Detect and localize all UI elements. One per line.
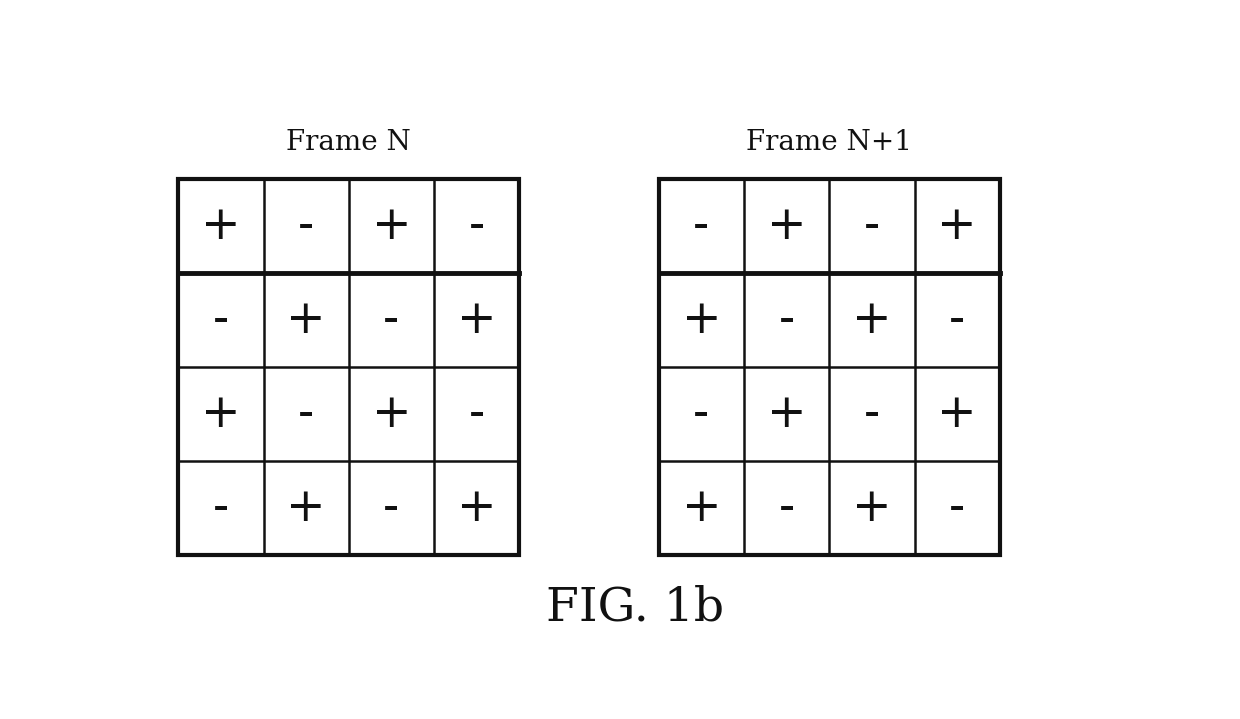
Text: +: +	[372, 392, 412, 437]
Bar	[179, 180, 520, 555]
Text: -: -	[779, 485, 795, 531]
Bar	[179, 180, 520, 555]
Text: -: -	[469, 392, 485, 437]
Text: +: +	[201, 203, 241, 249]
Text: -: -	[298, 203, 314, 249]
Text: -: -	[779, 298, 795, 343]
Text: +: +	[201, 392, 241, 437]
Text: Frame N+1: Frame N+1	[746, 129, 913, 156]
Text: -: -	[213, 298, 229, 343]
Text: +: +	[286, 485, 326, 531]
Text: +: +	[937, 392, 977, 437]
Text: +: +	[852, 485, 892, 531]
Bar	[658, 180, 999, 555]
Text: +: +	[766, 392, 806, 437]
Text: +: +	[286, 298, 326, 343]
Text: FIG. 1b: FIG. 1b	[547, 585, 724, 630]
Text: +: +	[852, 298, 892, 343]
Text: -: -	[693, 392, 709, 437]
Text: -: -	[383, 298, 399, 343]
Text: +: +	[456, 485, 496, 531]
Text: -: -	[383, 485, 399, 531]
Text: -: -	[864, 392, 880, 437]
Text: -: -	[949, 298, 965, 343]
Text: -: -	[469, 203, 485, 249]
Text: +: +	[766, 203, 806, 249]
Text: +: +	[372, 203, 412, 249]
Text: -: -	[298, 392, 314, 437]
Text: -: -	[949, 485, 965, 531]
Text: +: +	[682, 485, 722, 531]
Text: -: -	[864, 203, 880, 249]
Text: -: -	[213, 485, 229, 531]
Text: +: +	[456, 298, 496, 343]
Bar	[658, 180, 999, 555]
Text: -: -	[693, 203, 709, 249]
Text: Frame N: Frame N	[286, 129, 412, 156]
Text: +: +	[682, 298, 722, 343]
Text: +: +	[937, 203, 977, 249]
